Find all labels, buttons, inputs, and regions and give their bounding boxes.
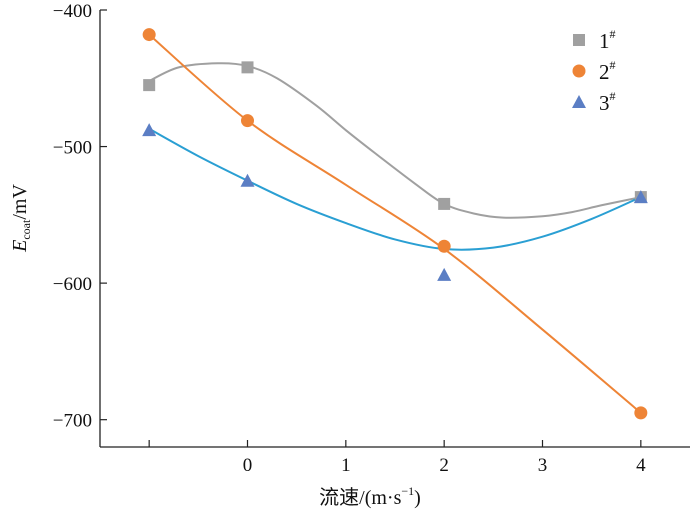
data-point-series-1 [241,61,254,74]
fit-lines [148,33,642,414]
x-tick-label: 2 [439,455,449,476]
y-tick-label: −400 [53,1,92,22]
x-tick-label: 0 [243,455,253,476]
data-point-series-2 [437,239,451,253]
y-tick-label: −500 [53,138,92,159]
data-point-series-1 [438,197,451,210]
x-axis-label: 流速/(m·s−1) [319,484,421,509]
data-point-series-3 [240,173,255,187]
legend-marker-series-3 [572,95,586,108]
y-tick-label: −600 [53,274,92,295]
x-tick-label: 3 [538,455,548,476]
legend-label-series-1: 1# [599,27,616,53]
fit-line-series-2 [148,33,642,414]
legend-label-series-2: 2# [599,58,616,84]
data-points [142,28,648,420]
tick-labels: 0 1 2 3 4 −400 −500 −600 −700 [53,1,646,476]
data-point-series-2 [634,406,648,420]
data-point-series-1 [143,79,156,92]
fit-line-series-1 [148,62,642,219]
data-point-series-3 [633,190,648,204]
legend-marker-series-2 [572,64,586,78]
data-point-series-3 [142,123,157,137]
data-point-series-3 [437,267,452,281]
legend-label-series-3: 3# [599,89,616,115]
data-point-series-2 [241,114,254,128]
data-point-series-2 [142,28,156,42]
y-tick-label: −700 [53,411,92,432]
x-tick-label: 1 [341,455,351,476]
legend-marker-series-1 [573,34,585,46]
legend: 1# 2# 3# [572,27,616,115]
x-tick-label: 4 [636,455,646,476]
y-axis-label: Ecoat/mV [9,184,33,253]
fit-line-series-3 [148,127,642,251]
axes [99,9,690,448]
